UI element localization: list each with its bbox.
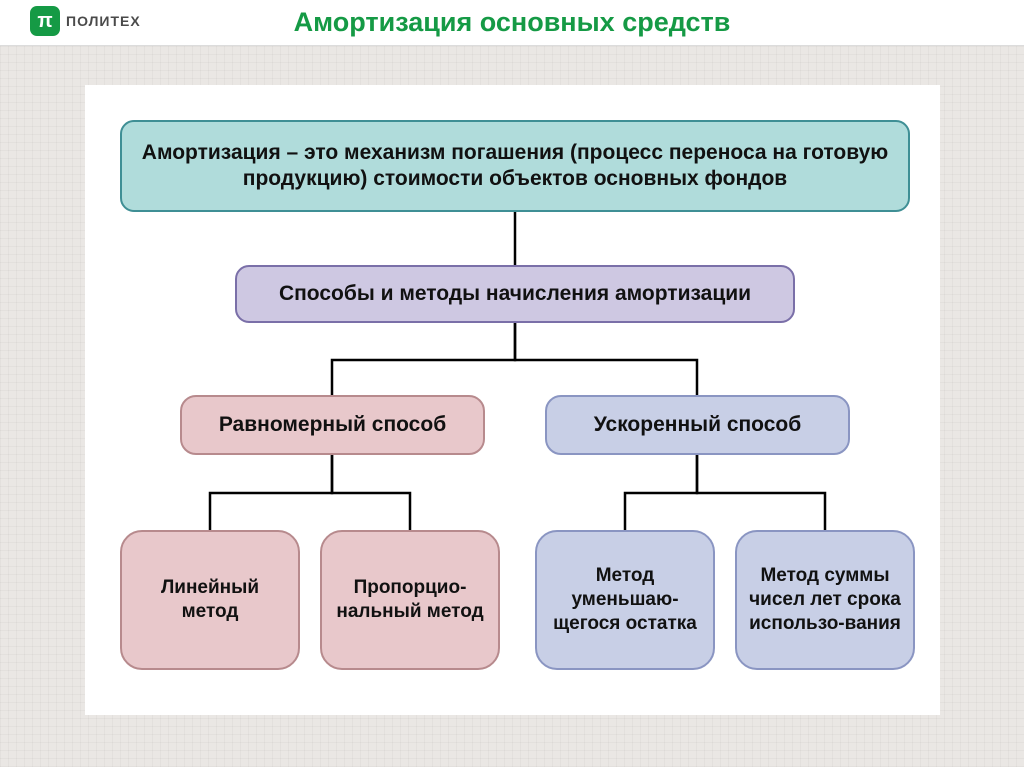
- diagram-canvas: Амортизация – это механизм погашения (пр…: [85, 85, 940, 715]
- node-declining: Метод уменьшаю-щегося остатка: [535, 530, 715, 670]
- node-accelerated: Ускоренный способ: [545, 395, 850, 455]
- node-definition: Амортизация – это механизм погашения (пр…: [120, 120, 910, 212]
- logo-text: ПОЛИТЕХ: [66, 13, 141, 29]
- node-uniform: Равномерный способ: [180, 395, 485, 455]
- logo-pi-icon: π: [30, 6, 60, 36]
- node-methods-root: Способы и методы начисления амортизации: [235, 265, 795, 323]
- logo: π ПОЛИТЕХ: [30, 6, 141, 36]
- node-sum-years: Метод суммы чисел лет срока использо-ван…: [735, 530, 915, 670]
- page-title: Амортизация основных средств: [294, 7, 731, 38]
- node-linear: Линейный метод: [120, 530, 300, 670]
- node-proportional: Пропорцио-нальный метод: [320, 530, 500, 670]
- header: π ПОЛИТЕХ Амортизация основных средств: [0, 0, 1024, 46]
